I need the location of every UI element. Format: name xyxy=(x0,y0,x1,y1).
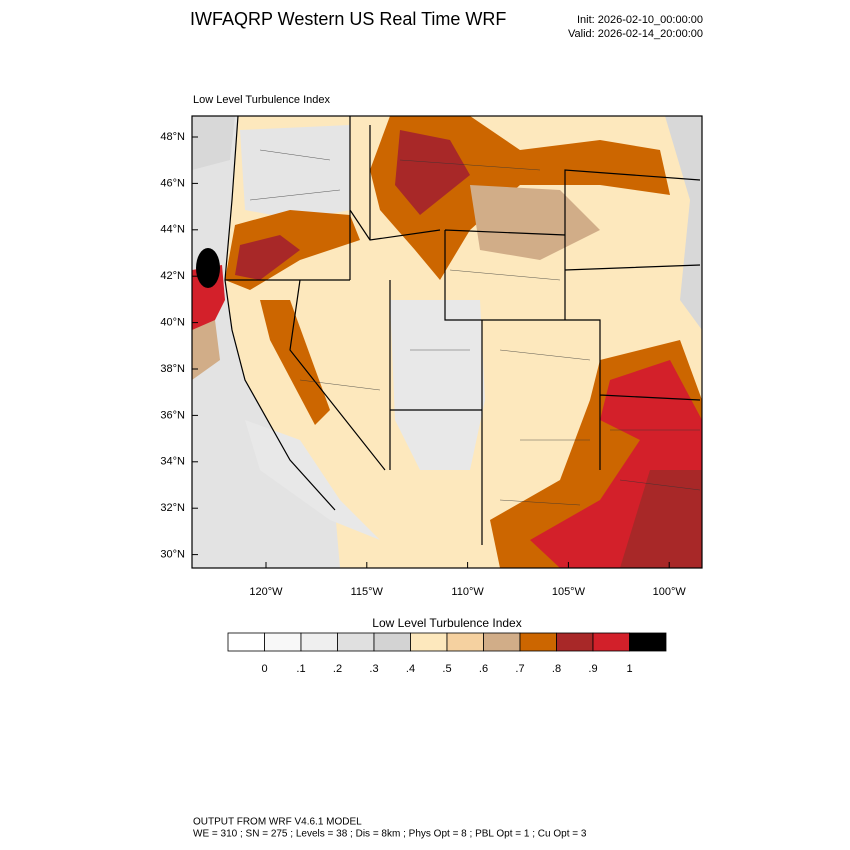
borders xyxy=(224,116,701,545)
map-field xyxy=(192,116,702,568)
colorbar-label: 0 xyxy=(261,663,267,675)
lon-label: 120°W xyxy=(249,586,283,598)
colorbar-label: .5 xyxy=(442,663,451,675)
colorbar-swatch xyxy=(519,632,557,652)
colorbar-swatch xyxy=(227,632,265,652)
lon-label: 115°W xyxy=(351,586,384,598)
colorbar-label: .7 xyxy=(515,663,524,675)
colorbar-label: 1 xyxy=(626,663,632,675)
lat-label: 34°N xyxy=(160,456,185,468)
colorbar-label: .4 xyxy=(406,663,415,675)
colorbar-label: .6 xyxy=(479,663,488,675)
valid-time: Valid: 2026-02-14_20:00:00 xyxy=(568,28,703,40)
colorbar-label: .1 xyxy=(296,663,305,675)
lat-label: 38°N xyxy=(160,363,185,375)
lat-label: 40°N xyxy=(160,317,185,329)
footer-line: WE = 310 ; SN = 275 ; Levels = 38 ; Dis … xyxy=(193,829,587,840)
colorbar-swatch xyxy=(556,632,594,652)
lat-label: 32°N xyxy=(160,502,185,514)
map-title: Low Level Turbulence Index xyxy=(193,94,330,106)
lon-label: 110°W xyxy=(451,586,484,598)
lon-label: 105°W xyxy=(552,586,586,598)
init-time: Init: 2026-02-10_00:00:00 xyxy=(577,14,703,26)
colorbar-swatch xyxy=(629,632,667,652)
lat-label: 36°N xyxy=(160,409,185,421)
map-frame xyxy=(191,115,703,569)
colorbar-swatch xyxy=(592,632,630,652)
lat-label: 48°N xyxy=(160,131,185,143)
lat-label: 44°N xyxy=(160,224,185,236)
colorbar-label: .2 xyxy=(333,663,342,675)
colorbar-swatch xyxy=(483,632,521,652)
colorbar-label: .3 xyxy=(369,663,378,675)
colorbar-swatch xyxy=(264,632,302,652)
lat-label: 30°N xyxy=(160,549,185,561)
colorbar-swatch xyxy=(300,632,338,652)
colorbar-swatch xyxy=(446,632,484,652)
footer-line: OUTPUT FROM WRF V4.6.1 MODEL xyxy=(193,817,362,828)
lon-label: 100°W xyxy=(653,586,687,598)
colorbar-swatch xyxy=(337,632,375,652)
lat-label: 42°N xyxy=(160,270,185,282)
colorbar-label: .8 xyxy=(552,663,561,675)
colorbar-label: .9 xyxy=(588,663,597,675)
colorbar-swatch xyxy=(373,632,411,652)
colorbar-title: Low Level Turbulence Index xyxy=(372,616,521,630)
colorbar-swatch xyxy=(410,632,448,652)
title: IWFAQRP Western US Real Time WRF xyxy=(190,9,506,29)
lat-label: 46°N xyxy=(160,177,185,189)
